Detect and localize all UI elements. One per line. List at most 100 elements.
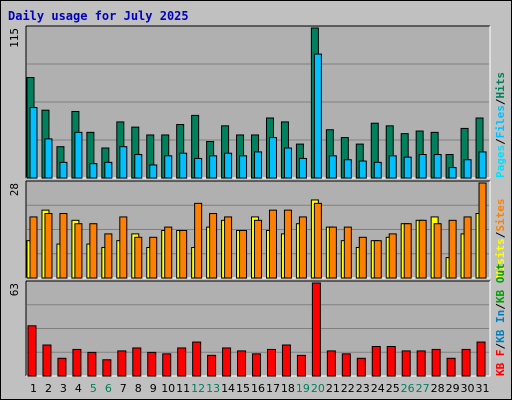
legend-entry: KB F [494, 350, 507, 377]
legend-entry: / [494, 303, 507, 310]
bar-kb-16 [252, 353, 262, 377]
legend-entry: KB Out [494, 263, 507, 303]
x-tick-label-13: 13 [206, 382, 220, 395]
bar-sites-7 [119, 216, 128, 279]
bar-sites-23 [358, 236, 367, 279]
bar-sites-28 [433, 223, 442, 279]
bar-kb-25 [386, 345, 396, 377]
bar-kb-12 [192, 341, 202, 377]
bar-files-20 [313, 53, 322, 179]
x-tick-label-28: 28 [431, 382, 445, 395]
bar-sites-16 [254, 219, 263, 279]
bar-kb-14 [222, 347, 232, 377]
legend-entry: KB In [494, 310, 507, 343]
legend-entry: / [494, 138, 507, 145]
x-tick-label-4: 4 [75, 382, 82, 395]
x-tick-label-24: 24 [371, 382, 385, 395]
bar-files-8 [134, 154, 143, 179]
legend-entry: Hits [494, 72, 507, 99]
bar-files-24 [373, 161, 382, 179]
bar-kb-8 [132, 347, 142, 377]
x-tick-label-23: 23 [356, 382, 370, 395]
bar-files-12 [194, 157, 203, 179]
bar-sites-15 [239, 230, 248, 279]
bar-sites-1 [29, 216, 38, 279]
bar-files-25 [388, 155, 397, 179]
bar-kb-30 [461, 348, 471, 377]
legend-entry: / [494, 343, 507, 350]
bar-files-21 [328, 155, 337, 179]
bar-kb-13 [207, 354, 217, 377]
legend-entry: Pages [494, 145, 507, 178]
bar-kb-29 [446, 357, 456, 377]
legend-entry: Files [494, 105, 507, 138]
bar-files-3 [59, 161, 68, 179]
bar-files-19 [298, 157, 307, 179]
x-tick-label-29: 29 [446, 382, 460, 395]
bar-sites-12 [194, 202, 203, 279]
bar-kb-27 [416, 350, 426, 377]
x-tick-label-1: 1 [30, 382, 37, 395]
bar-sites-25 [388, 233, 397, 279]
x-tick-label-3: 3 [60, 382, 67, 395]
bar-kb-10 [162, 353, 172, 377]
y-max-label-0: 115 [8, 28, 21, 48]
bar-files-18 [283, 147, 292, 179]
bar-files-1 [29, 107, 38, 179]
bar-sites-24 [373, 240, 382, 279]
bar-sites-11 [179, 230, 188, 279]
bar-files-30 [463, 159, 472, 179]
bar-sites-14 [224, 216, 233, 279]
bar-kb-19 [296, 354, 306, 377]
bar-sites-2 [44, 213, 53, 279]
x-tick-label-8: 8 [135, 382, 142, 395]
x-tick-label-27: 27 [416, 382, 430, 395]
legend-0: Pages/Files/Hits [494, 72, 507, 178]
bar-files-9 [149, 164, 158, 179]
bar-files-31 [478, 151, 487, 179]
bar-kb-1 [27, 325, 37, 377]
bar-sites-5 [89, 223, 98, 279]
bar-kb-26 [401, 350, 411, 377]
x-tick-label-19: 19 [296, 382, 310, 395]
x-tick-label-25: 25 [386, 382, 400, 395]
bar-kb-17 [266, 348, 276, 377]
bar-files-28 [433, 154, 442, 179]
bar-sites-29 [448, 219, 457, 279]
bar-files-11 [179, 152, 188, 179]
y-max-label-1: 28 [8, 183, 21, 196]
x-tick-label-16: 16 [251, 382, 265, 395]
x-tick-label-30: 30 [461, 382, 475, 395]
x-tick-label-12: 12 [191, 382, 205, 395]
bar-sites-10 [164, 226, 173, 279]
x-tick-label-7: 7 [120, 382, 127, 395]
bar-files-13 [209, 155, 218, 179]
bar-files-16 [254, 151, 263, 179]
bar-kb-20 [311, 282, 321, 377]
legend-entry: Visits [494, 238, 507, 278]
x-tick-label-20: 20 [311, 382, 325, 395]
bar-kb-7 [117, 350, 127, 377]
bar-kb-23 [356, 357, 366, 377]
bar-sites-30 [463, 216, 472, 279]
x-tick-label-11: 11 [176, 382, 190, 395]
bar-sites-26 [403, 223, 412, 279]
bar-sites-13 [209, 213, 218, 279]
bar-kb-2 [42, 344, 52, 377]
x-tick-label-5: 5 [90, 382, 97, 395]
bar-files-6 [104, 161, 113, 179]
bar-files-27 [418, 154, 427, 179]
bar-kb-24 [371, 345, 381, 377]
x-tick-label-10: 10 [161, 382, 175, 395]
bar-kb-6 [102, 359, 112, 377]
bar-files-5 [89, 163, 98, 179]
chart-title: Daily usage for July 2025 [8, 9, 189, 23]
x-tick-label-14: 14 [221, 382, 235, 395]
bar-kb-11 [177, 347, 187, 377]
bar-sites-22 [343, 226, 352, 279]
bar-kb-9 [147, 351, 157, 377]
bar-files-10 [164, 155, 173, 179]
bar-kb-28 [431, 348, 441, 377]
